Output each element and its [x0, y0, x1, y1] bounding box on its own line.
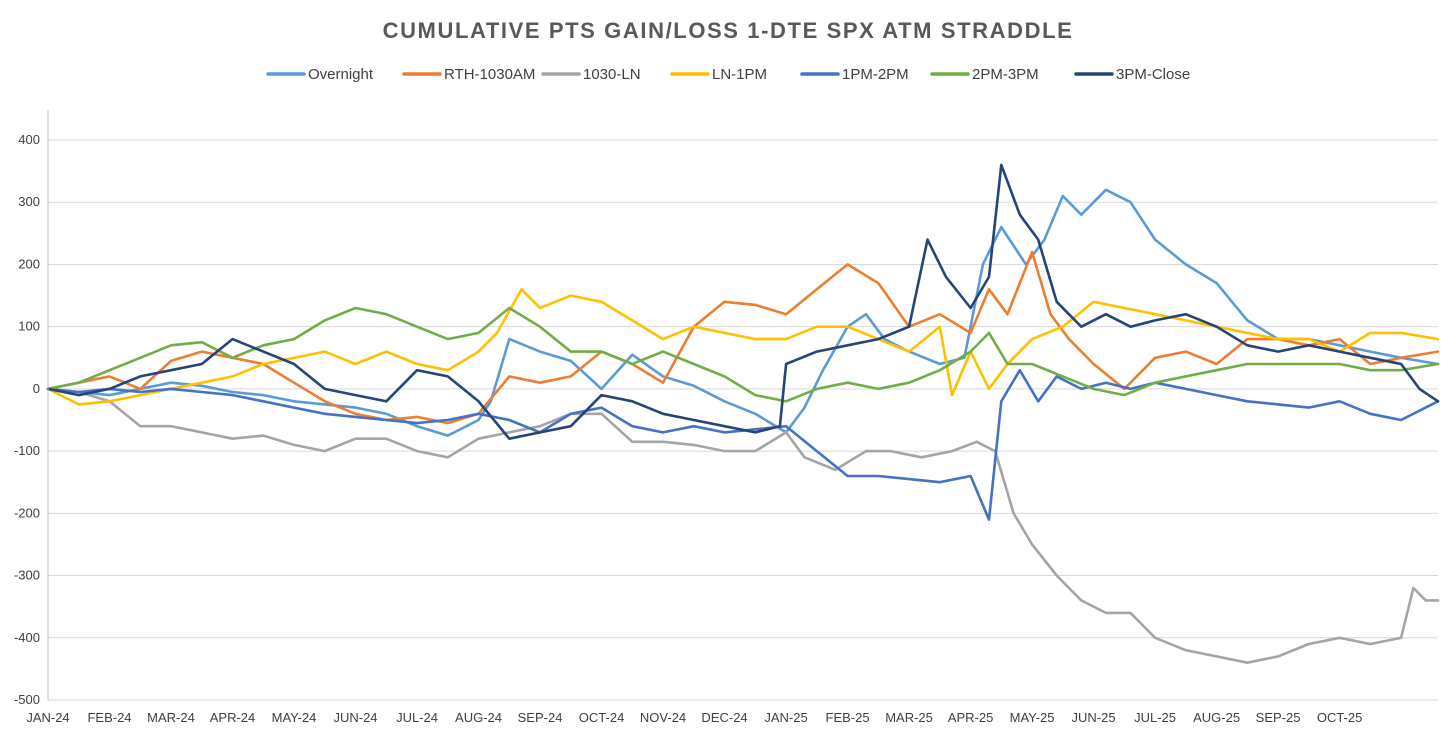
series-line-0	[46, 188, 1440, 437]
x-tick-label: JAN-25	[764, 710, 807, 725]
x-tick-label: JUN-24	[333, 710, 377, 725]
x-tick-label: JUL-24	[396, 710, 438, 725]
x-tick-label: FEB-25	[826, 710, 870, 725]
x-axis-ticks: JAN-24 FEB-24 MAR-24 APR-24 MAY-24 JUN-24 JUL-…	[26, 710, 1362, 725]
series-line-4	[46, 368, 1440, 521]
x-tick-label: AUG-24	[455, 710, 502, 725]
x-tick-label: MAR-24	[147, 710, 195, 725]
chart-title: CUMULATIVE PTS GAIN/LOSS 1-DTE SPX ATM S…	[383, 18, 1074, 43]
x-tick-label: JAN-24	[26, 710, 69, 725]
y-tick-label: -400	[14, 630, 40, 645]
y-tick-label: -300	[14, 568, 40, 583]
legend-label: 3PM-Close	[1116, 66, 1190, 83]
x-tick-label: MAY-25	[1010, 710, 1055, 725]
x-tick-label: NOV-24	[640, 710, 686, 725]
series-line-3	[46, 288, 1440, 406]
legend-label: 1030-LN	[583, 66, 641, 83]
x-tick-label: SEP-25	[1256, 710, 1301, 725]
legend-label: Overnight	[308, 66, 374, 83]
x-tick-label: MAY-24	[272, 710, 317, 725]
x-tick-label: OCT-24	[579, 710, 625, 725]
legend: Overnight RTH-1030AM 1030-LN LN-1PM 1PM-2PM 2…	[266, 66, 1190, 83]
x-tick-label: APR-25	[948, 710, 994, 725]
legend-label: 1PM-2PM	[842, 66, 909, 83]
gridlines	[48, 139, 1438, 701]
legend-label: 2PM-3PM	[972, 66, 1039, 83]
y-tick-label: -100	[14, 443, 40, 458]
legend-label: LN-1PM	[712, 66, 767, 83]
y-tick-label: 0	[33, 381, 40, 396]
x-tick-label: JUN-25	[1072, 710, 1116, 725]
x-tick-label: AUG-25	[1193, 710, 1240, 725]
x-tick-label: SEP-24	[518, 710, 563, 725]
y-tick-label: 300	[18, 194, 40, 209]
x-tick-label: MAR-25	[885, 710, 933, 725]
y-tick-label: 200	[18, 256, 40, 271]
series-line-2	[46, 387, 1440, 664]
y-axis-ticks: 400 300 200 100 0 -100 -200 -300 -400 -500	[14, 132, 40, 707]
legend-label: RTH-1030AM	[444, 66, 535, 83]
series-line-1	[46, 250, 1440, 425]
x-tick-label: APR-24	[210, 710, 256, 725]
x-tick-label: OCT-25	[1317, 710, 1363, 725]
x-tick-label: FEB-24	[87, 710, 131, 725]
series-lines	[46, 163, 1440, 664]
x-tick-label: DEC-24	[701, 710, 747, 725]
series-line-6	[46, 163, 1440, 440]
y-tick-label: -200	[14, 505, 40, 520]
series-line-5	[46, 306, 1440, 403]
y-tick-label: 400	[18, 132, 40, 147]
x-tick-label: JUL-25	[1134, 710, 1176, 725]
y-tick-label: 100	[18, 319, 40, 334]
y-tick-label: -500	[14, 692, 40, 707]
